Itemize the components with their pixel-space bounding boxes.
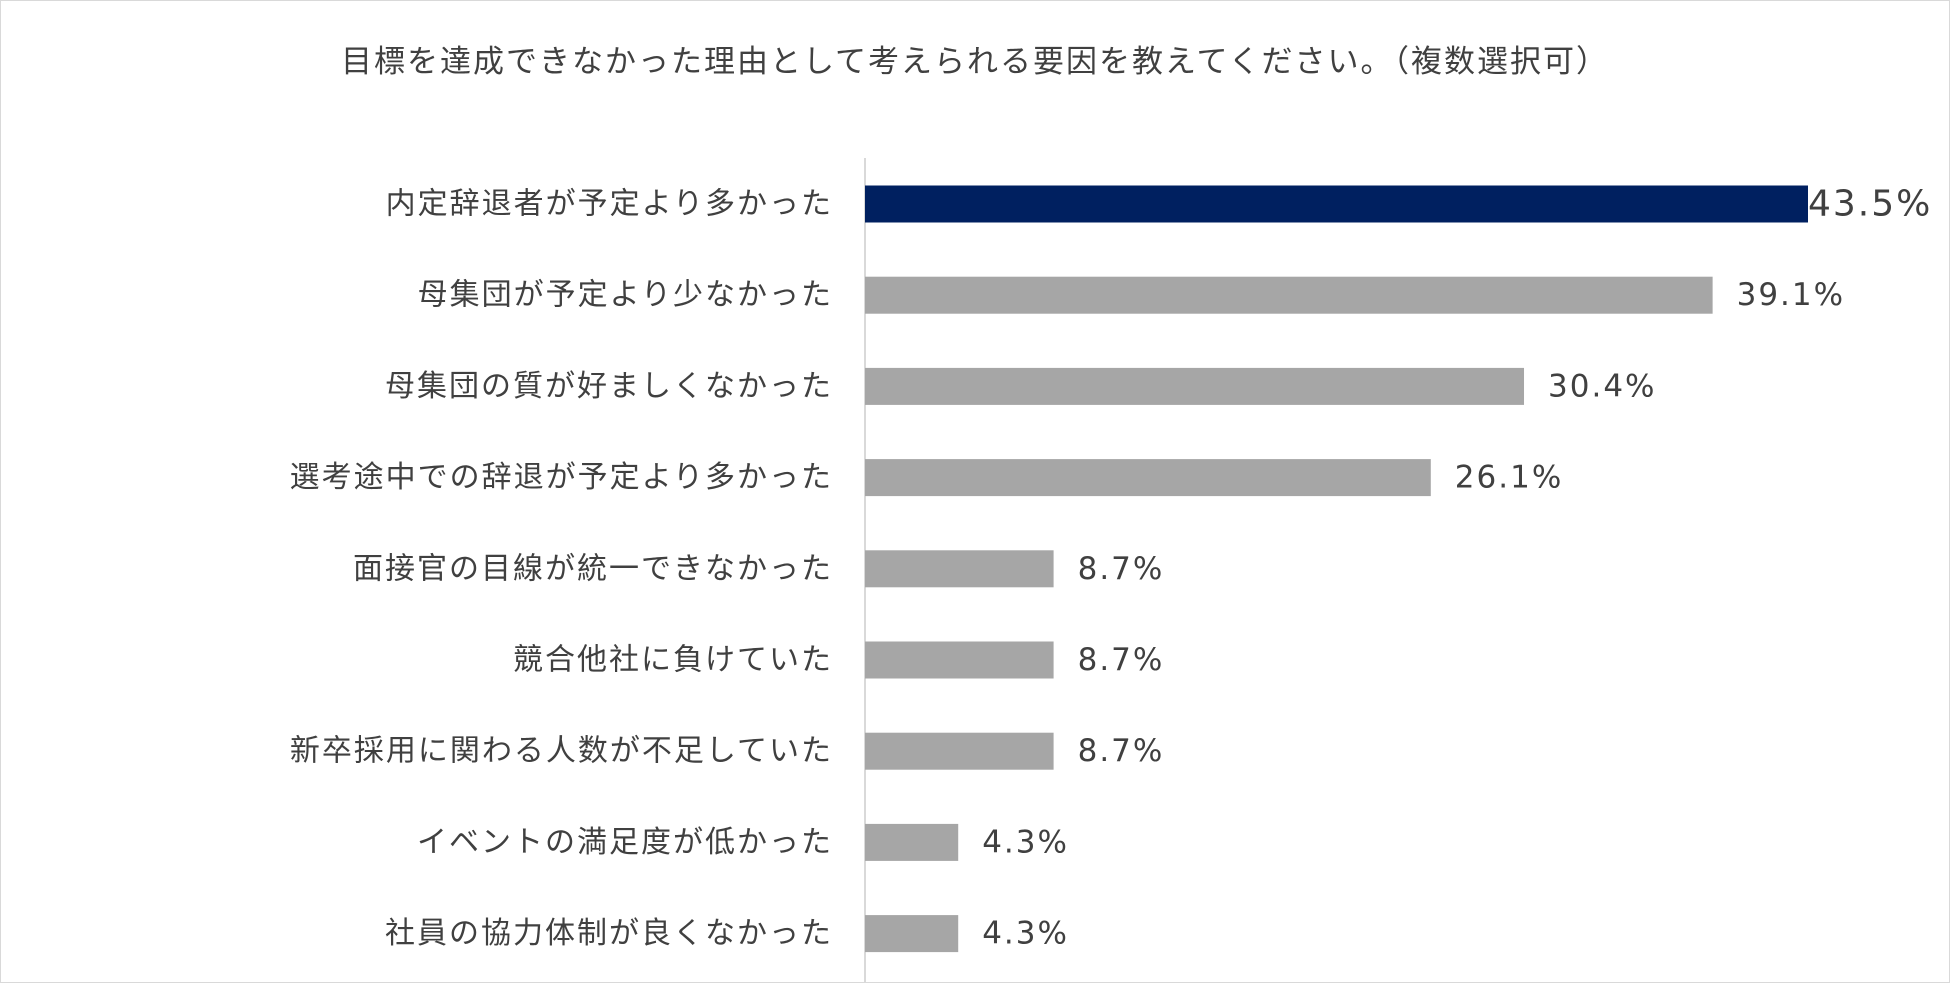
value-label: 43.5% [1808, 184, 1932, 225]
value-label: 4.3% [982, 916, 1069, 952]
value-label: 8.7% [1078, 642, 1165, 678]
bar [865, 367, 1525, 405]
bar [865, 550, 1054, 588]
value-label: 30.4% [1548, 368, 1656, 404]
value-label: 8.7% [1078, 551, 1165, 587]
bar-highlight [865, 185, 1808, 223]
bar [865, 459, 1431, 497]
value-label: 4.3% [982, 824, 1069, 860]
category-label: 母集団の質が好ましくなかった [385, 369, 833, 404]
category-label: イベントの満足度が低かった [417, 825, 833, 860]
category-label: 母集団が予定より少なかった [418, 278, 833, 313]
bar [865, 915, 959, 953]
bar [865, 732, 1054, 770]
bar [865, 641, 1054, 679]
category-label: 社員の協力体制が良くなかった [385, 916, 833, 951]
category-label: 内定辞退者が予定より多かった [386, 187, 833, 222]
value-label: 39.1% [1737, 277, 1845, 313]
chart-title: 目標を達成できなかった理由として考えられる要因を教えてください。（複数選択可） [340, 44, 1610, 80]
bar [865, 276, 1713, 314]
category-label: 新卒採用に関わる人数が不足していた [290, 734, 833, 769]
category-label: 面接官の目線が統一できなかった [353, 551, 833, 586]
bar [865, 823, 959, 861]
value-label: 26.1% [1455, 460, 1563, 496]
category-label: 競合他社に負けていた [513, 643, 833, 678]
value-label: 8.7% [1078, 733, 1165, 769]
category-label: 選考途中での辞退が予定より多かった [290, 460, 833, 495]
